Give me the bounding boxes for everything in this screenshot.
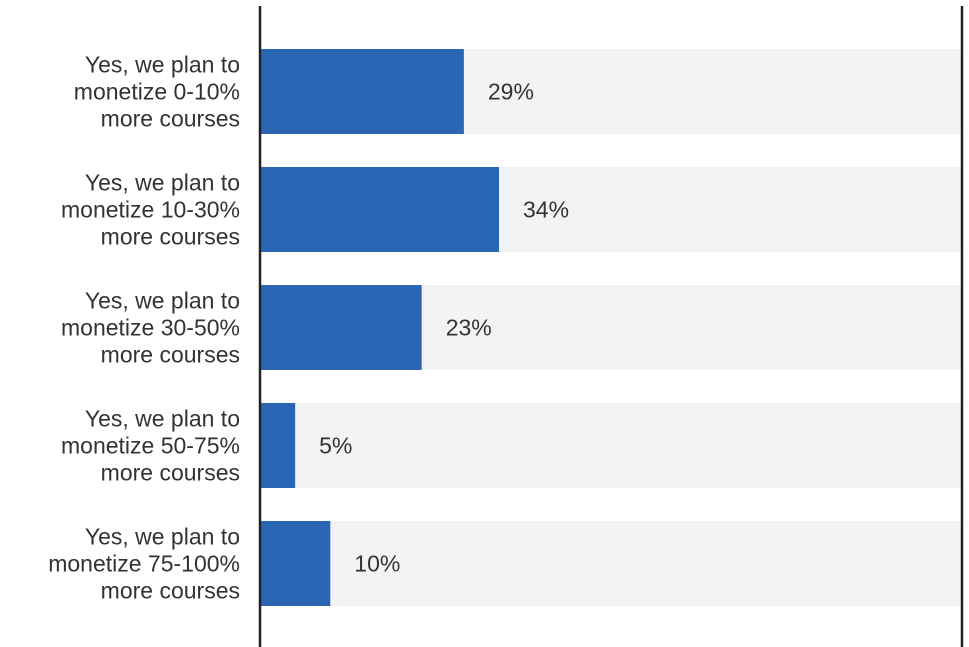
bar <box>260 285 422 370</box>
bar-track <box>260 521 962 606</box>
data-label: 29% <box>488 79 534 105</box>
category-tick-label: Yes, we plan to monetize 10-30% more cours… <box>61 170 240 250</box>
category-tick-label: Yes, we plan to monetize 75-100% more cour… <box>48 524 240 604</box>
bar <box>260 521 331 606</box>
category-tick-label: Yes, we plan to monetize 30-50% more cours… <box>61 288 240 368</box>
category-labels: Yes, we plan to monetize 0-10% more course… <box>48 52 240 604</box>
data-label: 5% <box>319 433 352 459</box>
data-label: 34% <box>523 197 569 223</box>
data-label: 10% <box>354 551 400 577</box>
category-tick-label: Yes, we plan to monetize 0-10% more course… <box>74 52 240 132</box>
bar-tracks <box>260 49 962 606</box>
data-label: 23% <box>446 315 492 341</box>
bar <box>260 403 296 488</box>
bar-track <box>260 403 962 488</box>
bars <box>260 49 500 606</box>
value-labels: 29% 34% 23% 5% 10% <box>319 79 569 577</box>
bar <box>260 49 464 134</box>
bar <box>260 167 500 252</box>
category-tick-label: Yes, we plan to monetize 50-75% more cours… <box>61 406 240 486</box>
